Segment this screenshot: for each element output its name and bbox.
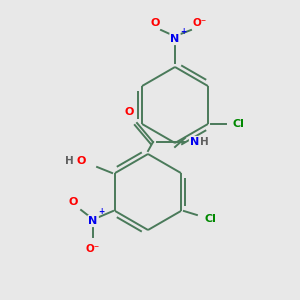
Text: +: + (98, 207, 104, 216)
Text: H: H (65, 156, 74, 166)
Text: Cl: Cl (205, 214, 217, 224)
Text: Cl: Cl (233, 119, 245, 129)
Text: O⁻: O⁻ (193, 18, 207, 28)
Text: O⁻: O⁻ (86, 244, 100, 254)
Text: O: O (76, 156, 86, 166)
Text: N: N (170, 34, 180, 44)
Text: N: N (190, 137, 199, 147)
Text: O: O (150, 18, 160, 28)
Text: O: O (68, 197, 78, 207)
Text: H: H (200, 137, 209, 147)
Text: N: N (88, 216, 98, 226)
Text: O: O (124, 107, 134, 117)
Text: +: + (180, 27, 186, 36)
